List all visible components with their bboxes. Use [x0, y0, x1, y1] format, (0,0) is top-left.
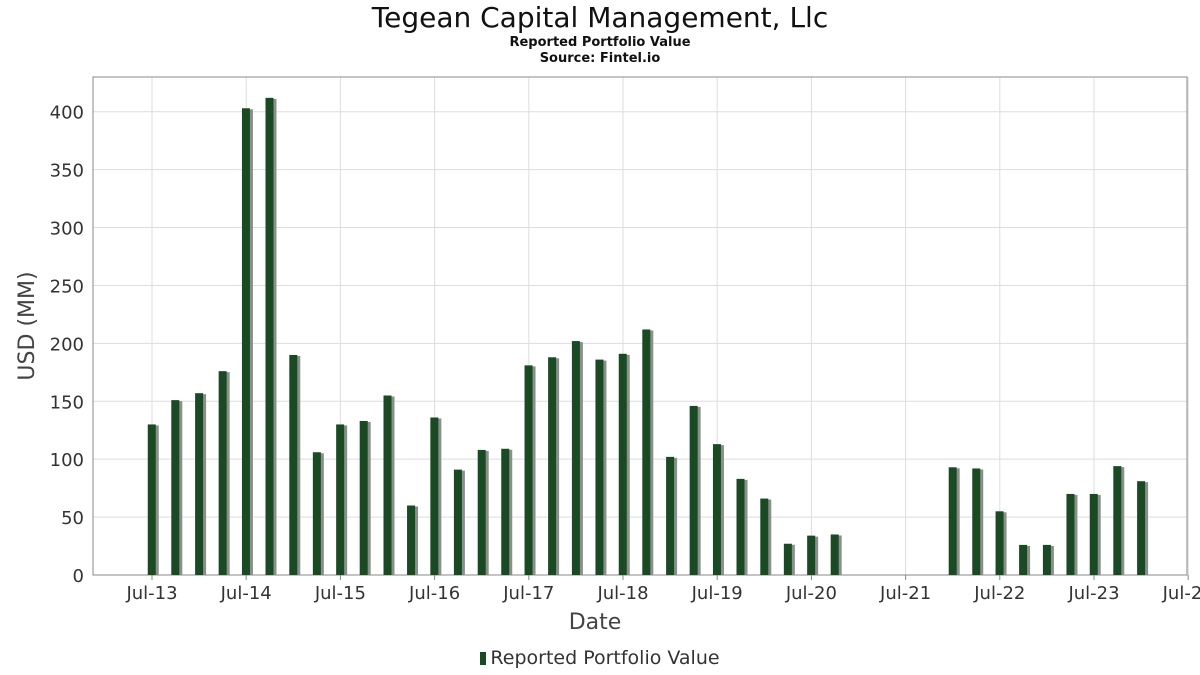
plot-frame: [92, 76, 1188, 576]
bar: [359, 420, 368, 575]
legend: Reported Portfolio Value: [0, 647, 1200, 669]
bar: [147, 424, 156, 575]
bar: [1066, 493, 1075, 575]
x-tick-label: Jul-15: [314, 583, 366, 604]
bar: [712, 444, 721, 575]
y-tick-label: 0: [73, 566, 84, 587]
x-tick-label: Jul-23: [1067, 583, 1119, 604]
legend-label: Reported Portfolio Value: [490, 647, 720, 669]
y-axis-ticks: 0 50 100 150 200 250 300 350 400: [50, 103, 84, 587]
bar: [218, 371, 227, 575]
bar: [1042, 544, 1051, 575]
bar: [1019, 544, 1028, 575]
bar: [1137, 481, 1146, 575]
bar: [524, 365, 533, 575]
bar: [383, 395, 392, 575]
x-tick-label: Jul-17: [502, 583, 554, 604]
y-tick-label: 150: [50, 392, 84, 413]
bar: [195, 393, 204, 575]
y-tick-label: 300: [50, 219, 84, 240]
bar: [407, 505, 416, 575]
x-tick-label: Jul-20: [785, 583, 837, 604]
x-tick-label: Jul-16: [408, 583, 460, 604]
bar: [618, 353, 627, 575]
bar: [760, 498, 769, 575]
bar: [336, 424, 345, 575]
bar: [312, 452, 321, 575]
bar: [241, 108, 250, 575]
bar: [571, 341, 580, 575]
chart-subtitle: Reported Portfolio Value: [509, 35, 691, 50]
bar: [265, 97, 274, 576]
bar: [830, 534, 839, 575]
bar: [689, 405, 698, 575]
bar: [972, 468, 981, 575]
bar: [1113, 466, 1122, 575]
bar: [477, 449, 486, 575]
x-tick-label: Jul-21: [879, 583, 931, 604]
y-tick-label: 350: [50, 161, 84, 182]
x-axis-label: Date: [569, 610, 622, 635]
bar: [548, 357, 557, 575]
x-tick-label: Jul-14: [220, 583, 272, 604]
x-tick-label: Jul-19: [691, 583, 743, 604]
bar: [501, 448, 510, 575]
x-axis-ticks: Jul-13 Jul-14 Jul-15 Jul-16 Jul-17 Jul-18 Jul-…: [125, 575, 1200, 604]
bar: [1089, 493, 1098, 575]
bar: [642, 329, 651, 575]
chart-source: Source: Fintel.io: [539, 51, 661, 66]
bar: [171, 400, 180, 575]
y-axis-label: USD (MM): [15, 271, 40, 380]
y-tick-label: 50: [61, 508, 84, 529]
y-tick-label: 400: [50, 103, 84, 124]
x-tick-label: Jul-24: [1162, 583, 1200, 604]
bar: [807, 535, 816, 575]
chart-title: Tegean Capital Management, Llc: [371, 1, 829, 34]
y-tick-label: 250: [50, 276, 84, 297]
bar: [453, 469, 462, 575]
y-tick-label: 200: [50, 334, 84, 355]
bars-group: [147, 97, 1149, 576]
y-tick-label: 100: [50, 450, 84, 471]
bar: [783, 543, 792, 575]
bar: [430, 417, 439, 575]
legend-swatch: [480, 652, 487, 665]
bar: [595, 359, 604, 575]
bar: [666, 456, 675, 575]
x-tick-label: Jul-13: [125, 583, 177, 604]
bar: [948, 467, 957, 575]
bar: [289, 354, 298, 575]
bar: [736, 478, 745, 575]
x-tick-label: Jul-18: [596, 583, 648, 604]
bar: [995, 511, 1004, 575]
x-tick-label: Jul-22: [973, 583, 1025, 604]
grid-lines: [93, 77, 1189, 576]
